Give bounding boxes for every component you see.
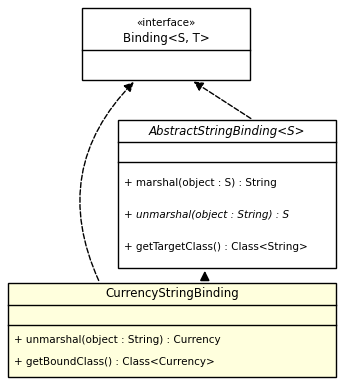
FancyArrowPatch shape: [80, 83, 133, 280]
Text: + unmarshal(object : String) : Currency: + unmarshal(object : String) : Currency: [14, 335, 220, 345]
Bar: [118, 120, 336, 268]
Text: «interface»: «interface»: [136, 18, 196, 28]
Text: + marshal(object : S) : String: + marshal(object : S) : String: [124, 178, 277, 188]
Text: + unmarshal(object : String) : S: + unmarshal(object : String) : S: [124, 210, 289, 220]
Text: CurrencyStringBinding: CurrencyStringBinding: [105, 288, 239, 301]
Text: Binding<S, T>: Binding<S, T>: [122, 32, 209, 45]
Bar: [82, 8, 250, 80]
Text: + getBoundClass() : Class<Currency>: + getBoundClass() : Class<Currency>: [14, 357, 215, 367]
Text: + getTargetClass() : Class<String>: + getTargetClass() : Class<String>: [124, 242, 308, 252]
Text: AbstractStringBinding<S>: AbstractStringBinding<S>: [149, 124, 305, 137]
Bar: [8, 283, 336, 377]
